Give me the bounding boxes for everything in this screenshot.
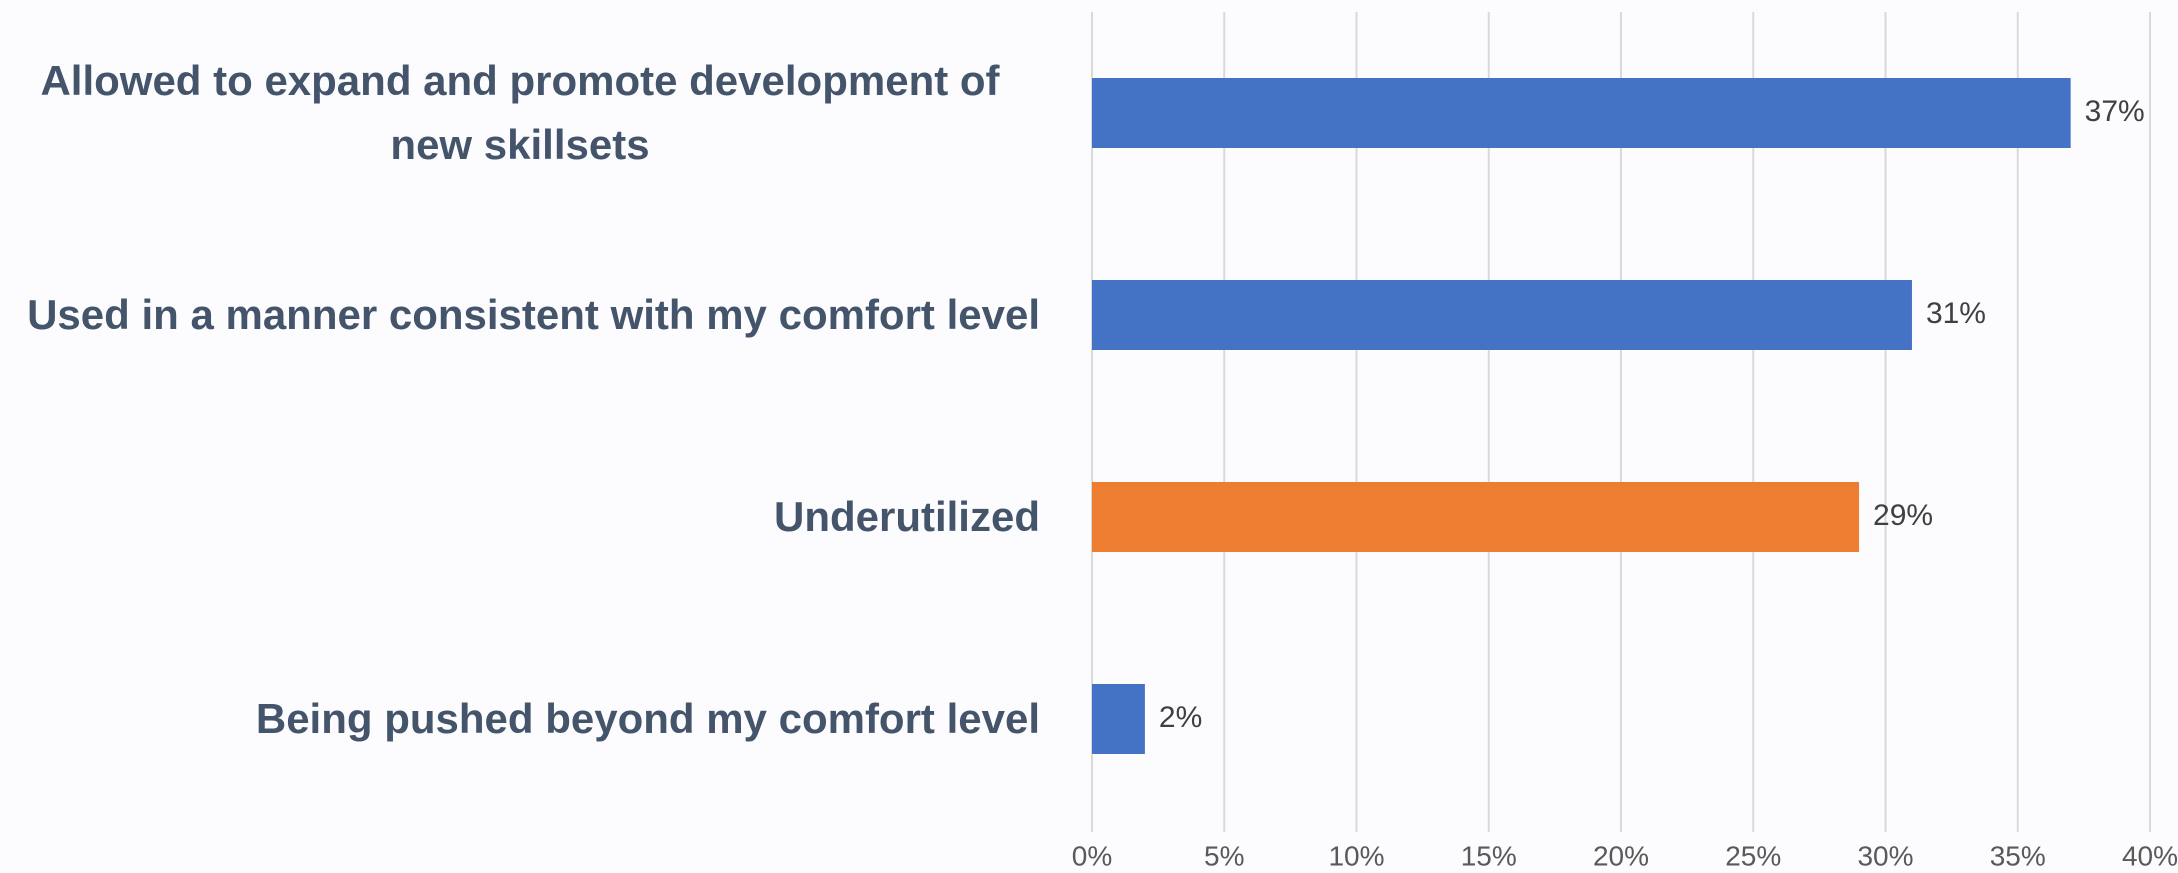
x-tick-label: 40% [2122, 840, 2178, 871]
x-tick-label: 35% [1990, 840, 2046, 871]
x-tick-label: 10% [1328, 840, 1384, 871]
y-tick-label-box: Used in a manner consistent with my comf… [0, 235, 1040, 395]
x-tick-label: 15% [1461, 840, 1517, 871]
y-tick-label-box: Allowed to expand and promote developmen… [0, 33, 1040, 193]
x-tick-label: 5% [1204, 840, 1244, 871]
x-tick-label: 0% [1072, 840, 1112, 871]
y-tick-label: Allowed to expand and promote developmen… [40, 57, 1000, 168]
x-tick-label: 30% [1857, 840, 1913, 871]
bar [1092, 684, 1145, 754]
y-tick-label: Being pushed beyond my comfort level [255, 695, 1040, 742]
y-tick-label-box: Being pushed beyond my comfort level [0, 639, 1040, 799]
y-tick-label: Underutilized [773, 493, 1040, 540]
y-tick-label: Used in a manner consistent with my comf… [27, 291, 1040, 338]
bar [1092, 482, 1860, 552]
y-tick-label-box: Underutilized [0, 437, 1040, 597]
bar [1092, 280, 1912, 350]
value-label: 31% [1926, 297, 1986, 330]
value-label: 37% [2085, 95, 2145, 128]
value-label: 29% [1873, 499, 1933, 532]
value-label: 2% [1159, 701, 1202, 734]
x-tick-label: 20% [1593, 840, 1649, 871]
x-tick-label: 25% [1725, 840, 1781, 871]
bar [1092, 78, 2071, 148]
